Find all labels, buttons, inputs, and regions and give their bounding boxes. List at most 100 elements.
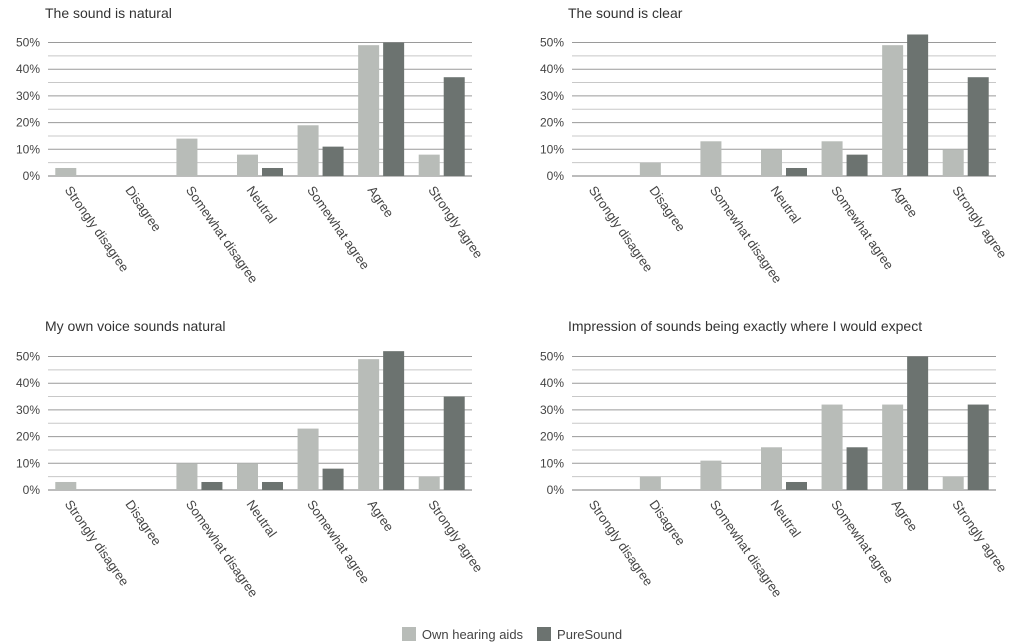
bar-puresound-agree xyxy=(907,34,929,176)
legend-label-puresound: PureSound xyxy=(557,626,623,642)
legend-label-own-hearing-aids: Own hearing aids xyxy=(421,626,524,642)
legend-item-own-hearing-aids: Own hearing aids xyxy=(401,626,524,642)
bar-puresound-somewhat-agree xyxy=(846,154,868,176)
y-tick-label: 0% xyxy=(547,483,565,497)
y-tick-label: 10% xyxy=(540,142,564,156)
bar-own-hearing-aids-disagree xyxy=(639,162,661,176)
y-tick-label: 30% xyxy=(16,403,40,417)
y-tick-label: 0% xyxy=(23,169,41,183)
y-tick-label: 40% xyxy=(16,62,40,76)
x-tick-label: Neutral xyxy=(768,183,804,226)
x-tick-label: Strongly agree xyxy=(949,183,1010,261)
x-tick-label: Neutral xyxy=(244,183,280,226)
y-tick-label: 20% xyxy=(16,116,40,130)
bar-puresound-agree xyxy=(907,356,929,490)
x-tick-label: Somewhat agree xyxy=(828,183,897,272)
x-tick-label: Agree xyxy=(889,497,921,534)
bar-puresound-neutral xyxy=(262,167,283,176)
x-tick-label: Strongly agree xyxy=(425,497,486,575)
legend-swatch-own-hearing-aids xyxy=(401,627,416,641)
y-tick-label: 30% xyxy=(16,89,40,103)
bar-own-hearing-aids-strongly-agree xyxy=(418,476,440,490)
x-tick-label: Disagree xyxy=(646,497,688,548)
bar-own-hearing-aids-strongly-disagree xyxy=(55,167,77,176)
bar-own-hearing-aids-somewhat-agree xyxy=(821,141,843,176)
x-tick-label: Agree xyxy=(365,497,397,534)
bar-puresound-strongly-agree xyxy=(967,77,989,176)
x-tick-label: Neutral xyxy=(244,497,280,540)
x-tick-label: Somewhat agree xyxy=(304,183,373,272)
bar-puresound-somewhat-agree xyxy=(846,447,868,490)
bar-own-hearing-aids-somewhat-agree xyxy=(821,404,843,490)
x-tick-label: Agree xyxy=(889,183,921,220)
bar-own-hearing-aids-somewhat-disagree xyxy=(700,460,722,490)
bar-own-hearing-aids-agree xyxy=(882,45,904,176)
bar-puresound-strongly-agree xyxy=(443,77,465,176)
x-tick-label: Strongly agree xyxy=(425,183,486,261)
y-tick-label: 10% xyxy=(540,456,564,470)
y-tick-label: 20% xyxy=(16,430,40,444)
chart-legend: Own hearing aids PureSound xyxy=(0,624,1024,644)
x-tick-label: Strongly disagree xyxy=(62,497,132,588)
bar-own-hearing-aids-somewhat-agree xyxy=(297,428,319,490)
bar-puresound-agree xyxy=(383,351,405,490)
legend-item-puresound: PureSound xyxy=(537,627,622,642)
bar-own-hearing-aids-somewhat-disagree xyxy=(176,463,198,490)
x-tick-label: Strongly disagree xyxy=(586,497,656,588)
y-tick-label: 40% xyxy=(540,376,564,390)
y-tick-label: 50% xyxy=(540,350,564,364)
y-tick-label: 50% xyxy=(16,36,40,50)
bar-puresound-somewhat-disagree xyxy=(201,481,223,490)
bar-own-hearing-aids-strongly-agree xyxy=(942,149,964,176)
chart-panel-3: My own voice sounds natural 0% 10% 20% 30% 40… xyxy=(16,318,486,600)
bar-own-hearing-aids-somewhat-agree xyxy=(297,125,319,176)
x-tick-label: Somewhat agree xyxy=(304,497,373,586)
bar-own-hearing-aids-strongly-agree xyxy=(942,476,964,490)
bar-puresound-somewhat-agree xyxy=(322,146,344,176)
bar-own-hearing-aids-agree xyxy=(358,45,380,176)
chart-title: The sound is clear xyxy=(568,5,683,21)
bar-own-hearing-aids-agree xyxy=(358,359,380,490)
chart-panel-1: The sound is natural 0% 10% 20% 30% 40% 50% Str… xyxy=(16,5,486,286)
chart-panel-2: The sound is clear 0% 10% 20% 30% 40% 50% Stron… xyxy=(540,5,1010,286)
y-tick-label: 30% xyxy=(540,403,564,417)
bar-own-hearing-aids-somewhat-disagree xyxy=(700,141,722,176)
chart-title: My own voice sounds natural xyxy=(45,318,226,334)
x-tick-label: Disagree xyxy=(122,497,164,548)
x-tick-label: Strongly disagree xyxy=(586,183,656,274)
x-tick-label: Agree xyxy=(365,183,397,220)
y-tick-label: 40% xyxy=(540,62,564,76)
bar-own-hearing-aids-somewhat-disagree xyxy=(176,138,198,176)
chart-title: Impression of sounds being exactly where… xyxy=(568,318,922,334)
y-tick-label: 50% xyxy=(16,350,40,364)
bar-own-hearing-aids-agree xyxy=(882,404,904,490)
bar-puresound-agree xyxy=(383,42,405,176)
bar-puresound-neutral xyxy=(786,167,807,176)
bar-own-hearing-aids-neutral xyxy=(237,154,258,176)
bar-puresound-strongly-agree xyxy=(967,404,989,490)
x-tick-label: Strongly agree xyxy=(949,497,1010,575)
bar-own-hearing-aids-strongly-disagree xyxy=(55,481,77,490)
x-tick-label: Neutral xyxy=(768,497,804,540)
x-tick-label: Disagree xyxy=(122,183,164,234)
x-tick-label: Disagree xyxy=(646,183,688,234)
x-tick-label: Strongly disagree xyxy=(62,183,132,274)
bar-puresound-somewhat-agree xyxy=(322,468,344,490)
y-tick-label: 30% xyxy=(540,89,564,103)
y-tick-label: 20% xyxy=(540,116,564,130)
bar-own-hearing-aids-neutral xyxy=(761,149,782,176)
y-tick-label: 0% xyxy=(23,483,41,497)
bar-own-hearing-aids-neutral xyxy=(761,447,782,490)
y-tick-label: 10% xyxy=(16,456,40,470)
y-tick-label: 50% xyxy=(540,36,564,50)
bar-puresound-strongly-agree xyxy=(443,396,465,490)
y-tick-label: 10% xyxy=(16,142,40,156)
chart-panel-4: Impression of sounds being exactly where… xyxy=(540,318,1010,600)
bar-own-hearing-aids-neutral xyxy=(237,463,258,490)
bar-puresound-neutral xyxy=(262,481,283,490)
legend-swatch-puresound xyxy=(537,627,552,641)
x-tick-label: Somewhat agree xyxy=(828,497,897,586)
chart-title: The sound is natural xyxy=(45,5,172,21)
y-tick-label: 20% xyxy=(540,430,564,444)
